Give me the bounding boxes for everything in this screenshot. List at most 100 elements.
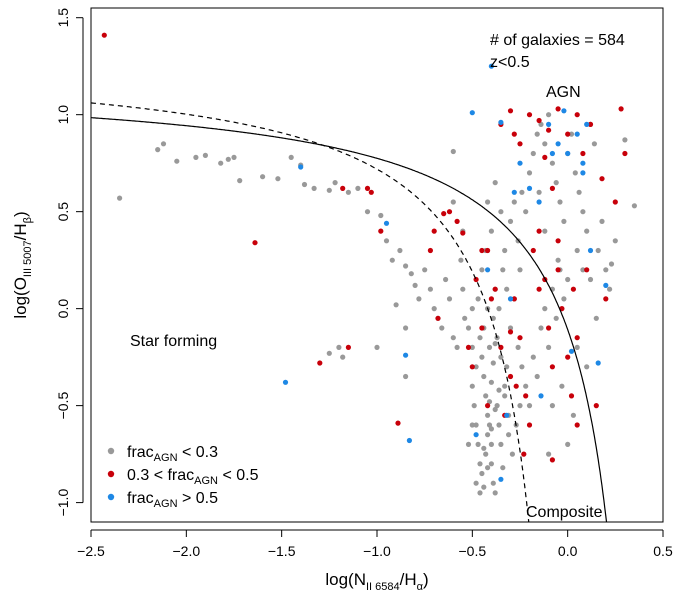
point-high-17 bbox=[546, 121, 552, 127]
point-low-17 bbox=[332, 180, 338, 186]
legend-marker-mid bbox=[107, 470, 115, 478]
point-low-64 bbox=[471, 403, 477, 409]
point-low-5 bbox=[202, 152, 208, 158]
point-mid-18 bbox=[479, 325, 485, 331]
point-mid-26 bbox=[526, 422, 533, 428]
point-mid-1 bbox=[252, 240, 258, 246]
point-low-175 bbox=[485, 465, 491, 471]
point-low-23 bbox=[389, 257, 395, 263]
point-low-77 bbox=[496, 422, 502, 428]
point-mid-60 bbox=[469, 364, 475, 370]
point-low-69 bbox=[481, 484, 487, 490]
point-low-67 bbox=[477, 461, 483, 467]
point-high-12 bbox=[507, 296, 514, 302]
point-low-122 bbox=[572, 170, 578, 176]
point-low-90 bbox=[507, 325, 514, 331]
point-low-25 bbox=[403, 263, 409, 269]
point-low-80 bbox=[502, 383, 508, 389]
point-mid-49 bbox=[555, 106, 561, 112]
point-low-132 bbox=[612, 238, 618, 244]
point-mid-3 bbox=[340, 185, 346, 191]
point-low-0 bbox=[117, 195, 123, 201]
point-low-111 bbox=[530, 150, 536, 157]
y-tick-label: −0.5 bbox=[55, 392, 71, 420]
point-low-76 bbox=[494, 403, 500, 409]
point-mid-8 bbox=[395, 420, 401, 426]
point-low-85 bbox=[488, 228, 494, 234]
point-mid-47 bbox=[536, 117, 542, 124]
point-low-161 bbox=[486, 344, 493, 350]
point-low-81 bbox=[504, 364, 510, 370]
point-low-123 bbox=[576, 189, 582, 195]
point-low-12 bbox=[288, 154, 294, 160]
point-mid-43 bbox=[507, 108, 514, 114]
point-low-125 bbox=[584, 228, 590, 234]
point-mid-2 bbox=[317, 360, 323, 366]
point-low-136 bbox=[450, 148, 456, 155]
point-low-62 bbox=[492, 490, 498, 496]
point-low-3 bbox=[174, 158, 180, 164]
point-high-20 bbox=[565, 150, 571, 157]
point-low-41 bbox=[443, 276, 449, 283]
point-mid-14 bbox=[454, 218, 460, 224]
point-mid-16 bbox=[465, 344, 472, 350]
redshift-annotation: z<0.5 bbox=[490, 54, 530, 71]
point-low-139 bbox=[485, 199, 491, 205]
point-mid-13 bbox=[446, 209, 453, 215]
point-mid-32 bbox=[555, 267, 561, 273]
data-points bbox=[101, 32, 638, 496]
point-mid-20 bbox=[492, 286, 498, 292]
point-mid-55 bbox=[618, 106, 624, 112]
point-low-98 bbox=[538, 325, 544, 331]
point-high-1 bbox=[298, 164, 304, 170]
legend-entry-high: fracAGN > 0.5 bbox=[107, 490, 218, 510]
point-low-6 bbox=[218, 160, 224, 166]
point-low-30 bbox=[393, 302, 399, 308]
point-low-171 bbox=[465, 441, 472, 447]
x-axis-title: log(NII 6584/Hα) bbox=[325, 570, 428, 593]
point-high-11 bbox=[485, 267, 491, 273]
point-low-117 bbox=[553, 180, 559, 186]
point-low-135 bbox=[608, 261, 615, 267]
point-mid-37 bbox=[584, 267, 590, 273]
point-low-134 bbox=[631, 203, 638, 209]
point-high-29 bbox=[561, 108, 567, 114]
point-low-133 bbox=[622, 137, 628, 143]
point-mid-10 bbox=[431, 228, 437, 234]
point-low-113 bbox=[538, 121, 544, 127]
point-mid-56 bbox=[542, 154, 548, 160]
point-low-46 bbox=[460, 286, 466, 292]
point-low-115 bbox=[546, 112, 552, 118]
point-low-138 bbox=[450, 199, 456, 205]
point-mid-50 bbox=[565, 131, 571, 137]
y-tick-label: 1.5 bbox=[55, 8, 71, 28]
point-high-18 bbox=[549, 150, 556, 157]
y-tick-label: 0.5 bbox=[55, 202, 71, 222]
point-low-121 bbox=[568, 131, 575, 137]
point-low-27 bbox=[412, 282, 418, 288]
point-low-20 bbox=[364, 209, 371, 215]
kewley-curve bbox=[91, 117, 608, 522]
point-mid-34 bbox=[565, 354, 571, 360]
point-low-22 bbox=[383, 238, 390, 244]
point-low-169 bbox=[517, 403, 523, 409]
point-low-89 bbox=[504, 286, 510, 292]
x-tick-label: 0.0 bbox=[558, 543, 578, 559]
point-low-92 bbox=[515, 344, 521, 350]
point-high-25 bbox=[587, 247, 594, 254]
point-high-8 bbox=[504, 412, 510, 418]
legend-marker-low bbox=[107, 447, 115, 455]
point-high-23 bbox=[568, 348, 575, 354]
point-mid-68 bbox=[555, 238, 561, 244]
point-low-15 bbox=[311, 185, 317, 191]
point-low-152 bbox=[584, 364, 590, 370]
point-low-24 bbox=[397, 247, 403, 254]
point-low-173 bbox=[477, 490, 483, 496]
point-low-45 bbox=[458, 257, 464, 263]
point-low-52 bbox=[475, 296, 481, 302]
point-low-16 bbox=[326, 187, 332, 193]
point-low-19 bbox=[355, 185, 361, 191]
point-low-72 bbox=[486, 399, 493, 405]
point-low-144 bbox=[542, 228, 548, 234]
